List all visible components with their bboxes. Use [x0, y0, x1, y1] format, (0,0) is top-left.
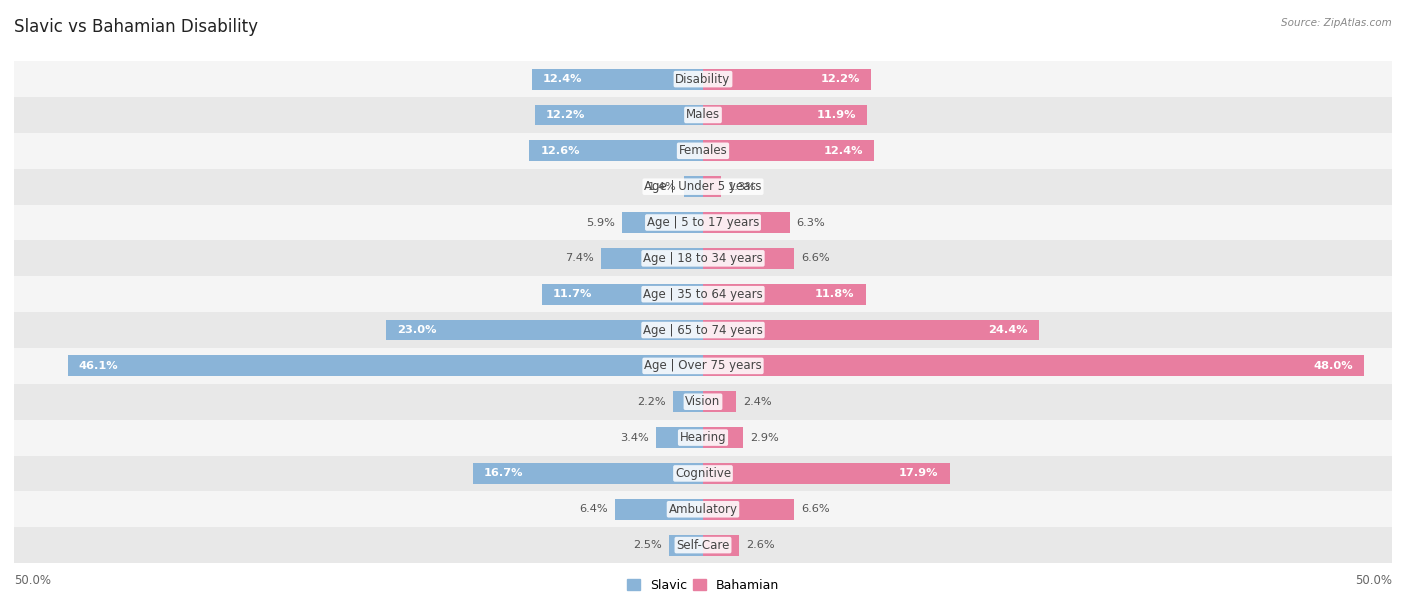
Bar: [614, 499, 703, 520]
Text: Disability: Disability: [675, 73, 731, 86]
Text: Ambulatory: Ambulatory: [668, 503, 738, 516]
FancyBboxPatch shape: [14, 204, 1392, 241]
FancyBboxPatch shape: [14, 312, 1392, 348]
Text: 24.4%: 24.4%: [988, 325, 1028, 335]
Bar: [541, 284, 703, 305]
Text: 16.7%: 16.7%: [484, 468, 523, 479]
FancyBboxPatch shape: [14, 384, 1392, 420]
Text: 7.4%: 7.4%: [565, 253, 595, 263]
Bar: [472, 463, 703, 484]
Bar: [703, 499, 794, 520]
Text: 2.2%: 2.2%: [637, 397, 666, 407]
Bar: [67, 356, 703, 376]
Text: 46.1%: 46.1%: [79, 361, 118, 371]
Bar: [621, 212, 703, 233]
Text: 5.9%: 5.9%: [586, 217, 614, 228]
Text: 12.4%: 12.4%: [824, 146, 863, 156]
Text: Vision: Vision: [685, 395, 721, 408]
Text: Self-Care: Self-Care: [676, 539, 730, 551]
Bar: [703, 427, 742, 448]
Text: Age | 18 to 34 years: Age | 18 to 34 years: [643, 252, 763, 265]
Text: 48.0%: 48.0%: [1313, 361, 1354, 371]
Bar: [703, 248, 794, 269]
Bar: [672, 391, 703, 412]
Legend: Slavic, Bahamian: Slavic, Bahamian: [623, 574, 783, 597]
Text: Males: Males: [686, 108, 720, 121]
Text: Females: Females: [679, 144, 727, 157]
Bar: [703, 391, 737, 412]
FancyBboxPatch shape: [14, 420, 1392, 455]
FancyBboxPatch shape: [14, 455, 1392, 491]
Text: Age | Over 75 years: Age | Over 75 years: [644, 359, 762, 372]
Text: 2.4%: 2.4%: [742, 397, 772, 407]
FancyBboxPatch shape: [14, 241, 1392, 276]
Text: 11.9%: 11.9%: [817, 110, 856, 120]
Text: 2.5%: 2.5%: [633, 540, 662, 550]
Bar: [703, 105, 868, 125]
Bar: [657, 427, 703, 448]
Text: Hearing: Hearing: [679, 431, 727, 444]
FancyBboxPatch shape: [14, 61, 1392, 97]
Bar: [703, 176, 721, 197]
FancyBboxPatch shape: [14, 527, 1392, 563]
Bar: [669, 535, 703, 556]
FancyBboxPatch shape: [14, 491, 1392, 527]
Text: 6.4%: 6.4%: [579, 504, 607, 514]
Text: 12.6%: 12.6%: [540, 146, 579, 156]
Text: 12.2%: 12.2%: [546, 110, 585, 120]
Bar: [531, 69, 703, 89]
Text: Cognitive: Cognitive: [675, 467, 731, 480]
FancyBboxPatch shape: [14, 348, 1392, 384]
Bar: [387, 319, 703, 340]
Text: 50.0%: 50.0%: [14, 574, 51, 587]
Text: Age | 65 to 74 years: Age | 65 to 74 years: [643, 324, 763, 337]
Bar: [530, 140, 703, 161]
Bar: [703, 463, 949, 484]
Text: 11.7%: 11.7%: [553, 289, 592, 299]
Text: 12.2%: 12.2%: [821, 74, 860, 84]
Bar: [703, 356, 1364, 376]
Text: 50.0%: 50.0%: [1355, 574, 1392, 587]
Text: Source: ZipAtlas.com: Source: ZipAtlas.com: [1281, 18, 1392, 28]
Text: 3.4%: 3.4%: [620, 433, 650, 442]
Text: Age | 35 to 64 years: Age | 35 to 64 years: [643, 288, 763, 300]
FancyBboxPatch shape: [14, 169, 1392, 204]
Bar: [703, 69, 872, 89]
FancyBboxPatch shape: [14, 97, 1392, 133]
Text: 6.6%: 6.6%: [801, 504, 830, 514]
Text: Age | 5 to 17 years: Age | 5 to 17 years: [647, 216, 759, 229]
FancyBboxPatch shape: [14, 276, 1392, 312]
Text: Slavic vs Bahamian Disability: Slavic vs Bahamian Disability: [14, 18, 259, 36]
Bar: [534, 105, 703, 125]
Text: 1.3%: 1.3%: [728, 182, 756, 192]
Bar: [703, 535, 738, 556]
Text: 17.9%: 17.9%: [898, 468, 939, 479]
Bar: [703, 319, 1039, 340]
Text: 6.3%: 6.3%: [797, 217, 825, 228]
Bar: [703, 212, 790, 233]
Text: 12.4%: 12.4%: [543, 74, 582, 84]
Text: 2.9%: 2.9%: [749, 433, 779, 442]
Text: Age | Under 5 years: Age | Under 5 years: [644, 180, 762, 193]
Bar: [703, 284, 866, 305]
Text: 1.4%: 1.4%: [648, 182, 676, 192]
Bar: [600, 248, 703, 269]
FancyBboxPatch shape: [14, 133, 1392, 169]
Bar: [683, 176, 703, 197]
Text: 11.8%: 11.8%: [815, 289, 855, 299]
Text: 6.6%: 6.6%: [801, 253, 830, 263]
Bar: [703, 140, 875, 161]
Text: 2.6%: 2.6%: [745, 540, 775, 550]
Text: 23.0%: 23.0%: [396, 325, 437, 335]
